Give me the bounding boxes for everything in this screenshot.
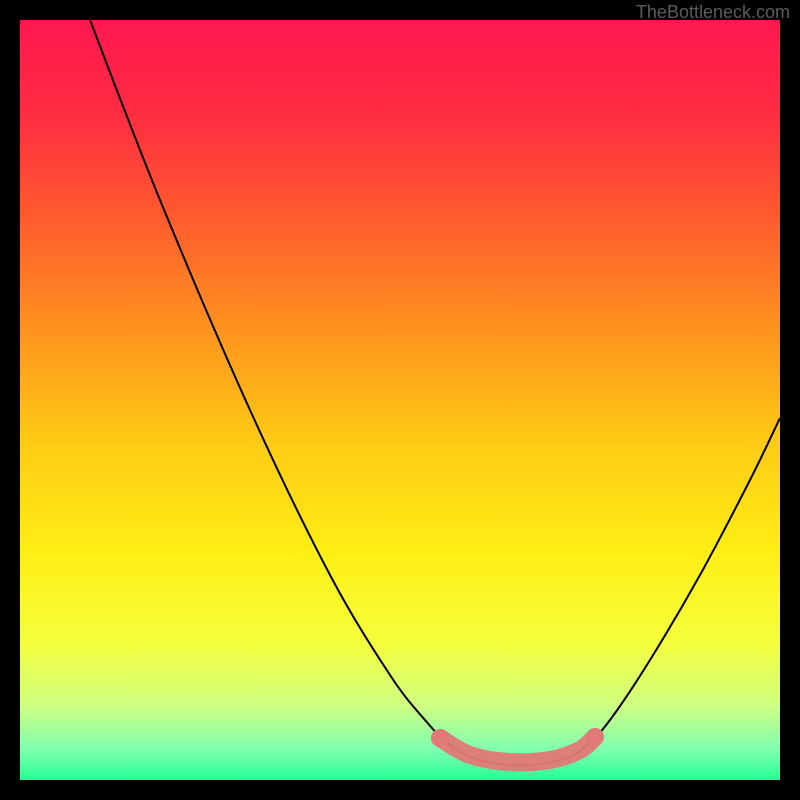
chart-container: TheBottleneck.com [0, 0, 800, 800]
plot-area [20, 20, 780, 780]
chart-svg [20, 20, 780, 780]
watermark-text: TheBottleneck.com [636, 2, 790, 23]
